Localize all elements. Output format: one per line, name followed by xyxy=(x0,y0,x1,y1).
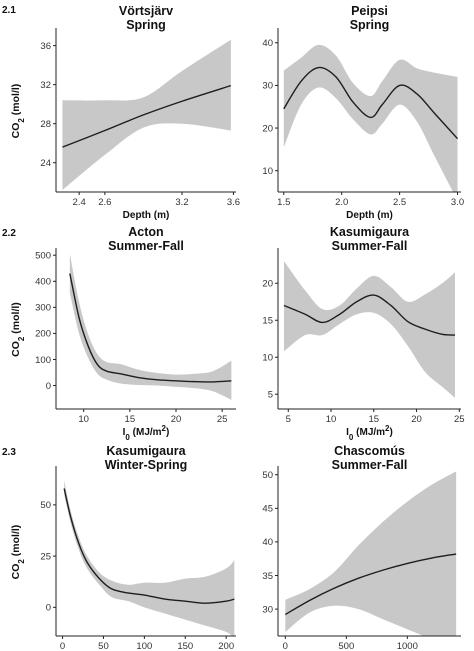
y-tick-label: 24 xyxy=(40,158,51,169)
y-tick-label: 50 xyxy=(40,500,51,511)
y-tick-label: 25 xyxy=(40,551,51,562)
x-tick-label: 3.6 xyxy=(227,197,240,208)
y-tick-label: 30 xyxy=(262,81,273,92)
chart-panel-6: ChascomúsSummer-Fall050010003035404550Ch… xyxy=(262,444,461,651)
x-tick-label: 2.6 xyxy=(98,197,111,208)
x-tick-label: 0 xyxy=(60,641,65,651)
x-tick-label: 2.5 xyxy=(393,197,406,208)
x-tick-label: 200 xyxy=(218,641,234,651)
row-label-2-3: 2.3 xyxy=(2,447,16,458)
chart-title-line-2: Spring xyxy=(126,18,166,32)
row-label-2-2: 2.2 xyxy=(2,228,16,239)
y-tick-label: 20 xyxy=(262,279,273,290)
chart-title-line-2: Summer-Fall xyxy=(108,239,184,253)
x-axis-label: I0 (MJ/m2) xyxy=(346,424,393,442)
x-tick-label: 50 xyxy=(98,641,109,651)
y-tick-label: 0 xyxy=(46,381,51,392)
fitted-line xyxy=(283,66,459,140)
x-tick-label: 0 xyxy=(283,641,288,651)
row-label-2-1: 2.1 xyxy=(2,5,16,16)
x-tick-label: 10 xyxy=(78,414,89,425)
chart-title-line-2: Spring xyxy=(350,18,390,32)
x-tick-label: 5 xyxy=(286,414,291,425)
chart-title-line-1: Acton xyxy=(128,225,163,239)
y-axis-label: CO2 (mol/l) xyxy=(10,302,26,357)
confidence-band xyxy=(64,480,235,636)
chart-title-line-2: Summer-Fall xyxy=(332,458,408,472)
y-axis-label: CO2 (mol/l) xyxy=(10,525,26,580)
confidence-band xyxy=(62,39,231,191)
x-tick-label: 15 xyxy=(125,414,136,425)
fitted-line xyxy=(63,488,235,604)
x-tick-label: 20 xyxy=(171,414,182,425)
x-tick-label: 2.0 xyxy=(335,197,348,208)
y-tick-label: 36 xyxy=(40,41,51,52)
y-tick-label: 300 xyxy=(35,303,51,314)
fitted-line xyxy=(283,294,456,336)
x-tick-label: 3.2 xyxy=(175,197,188,208)
x-tick-label: 25 xyxy=(217,414,228,425)
x-tick-label: 100 xyxy=(136,641,152,651)
plot-area xyxy=(69,253,232,400)
y-tick-label: 40 xyxy=(262,537,273,548)
y-tick-label: 10 xyxy=(262,166,273,177)
chart-title-line-2: Winter-Spring xyxy=(105,458,188,472)
y-tick-label: 45 xyxy=(262,504,273,515)
x-tick-label: 150 xyxy=(177,641,193,651)
plot-area xyxy=(62,39,232,191)
y-tick-label: 400 xyxy=(35,277,51,288)
y-tick-label: 35 xyxy=(262,571,273,582)
confidence-band xyxy=(285,471,457,636)
plot-area xyxy=(283,261,456,398)
x-tick-label: 1000 xyxy=(397,641,418,651)
x-tick-label: 1.5 xyxy=(277,197,290,208)
chart-title-line-1: Kasumigaura xyxy=(106,444,186,458)
chart-title-line-1: Peipsi xyxy=(351,4,388,18)
x-tick-label: 15 xyxy=(368,414,379,425)
x-tick-label: 10 xyxy=(326,414,337,425)
plot-area xyxy=(63,480,235,636)
x-axis-label: I0 (MJ/m2) xyxy=(123,424,170,442)
y-tick-label: 32 xyxy=(40,80,51,91)
chart-title-line-1: Kasumigaura xyxy=(330,225,410,239)
y-tick-label: 0 xyxy=(46,603,51,614)
x-axis-label: Depth (m) xyxy=(346,210,393,221)
y-tick-label: 5 xyxy=(268,390,273,401)
x-tick-label: 2.4 xyxy=(73,197,86,208)
y-tick-label: 20 xyxy=(262,123,273,134)
x-axis-label: Depth (m) xyxy=(123,210,170,221)
y-tick-label: 40 xyxy=(262,38,273,49)
y-tick-label: 500 xyxy=(35,251,51,262)
fitted-line xyxy=(284,553,457,616)
y-tick-label: 10 xyxy=(262,353,273,364)
y-tick-label: 15 xyxy=(262,316,273,327)
confidence-band xyxy=(69,253,232,400)
y-tick-label: 50 xyxy=(262,470,273,481)
y-tick-label: 28 xyxy=(40,119,51,130)
plot-area xyxy=(284,471,457,636)
fitted-line xyxy=(62,84,232,148)
y-axis-label: CO2 (mol/l) xyxy=(10,84,26,139)
x-tick-label: 25 xyxy=(454,414,465,425)
chart-title-line-1: Chascomús xyxy=(334,444,405,458)
x-tick-label: 500 xyxy=(338,641,354,651)
y-tick-label: 100 xyxy=(35,355,51,366)
x-tick-label: 20 xyxy=(411,414,422,425)
chart-title-line-2: Summer-Fall xyxy=(332,239,408,253)
x-tick-label: 3.0 xyxy=(451,197,464,208)
chart-title-line-1: Vörtsjärv xyxy=(119,4,173,18)
fitted-line xyxy=(69,273,232,383)
y-tick-label: 30 xyxy=(262,604,273,615)
plot-area xyxy=(283,44,459,192)
confidence-band xyxy=(283,44,458,192)
y-tick-label: 200 xyxy=(35,329,51,340)
confidence-band xyxy=(283,261,456,398)
